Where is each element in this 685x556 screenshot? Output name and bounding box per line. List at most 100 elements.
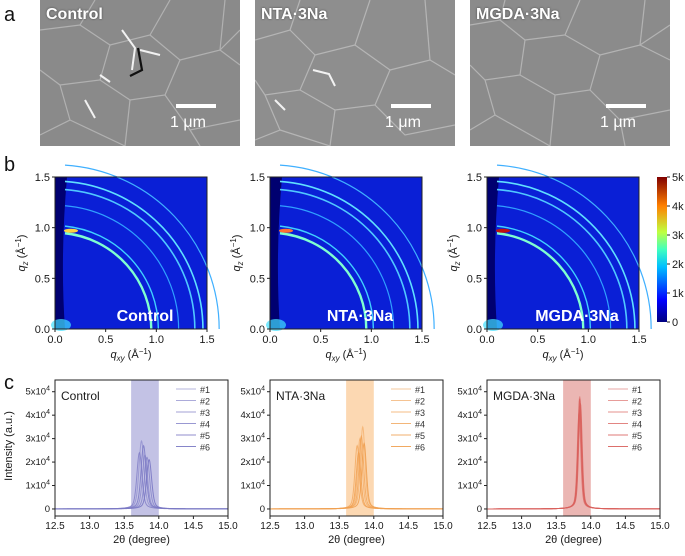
diffraction-ring: [496, 205, 612, 330]
map-frame: [54, 176, 208, 330]
y-tick-label: 0.5: [467, 273, 482, 285]
xrd-chart-1: Control #1 #2#3 #4#5 #6 5x104 4x104 3x104 2x104 1…: [25, 379, 238, 546]
diffraction-ring: [496, 225, 592, 330]
colorbar-tick-label: 4k: [672, 201, 684, 213]
x-tick-label: 1.5: [199, 334, 214, 346]
legend-entry: #6: [200, 443, 210, 453]
map-frame: [269, 176, 423, 330]
x-tick-label: 0.5: [98, 334, 113, 346]
specular-spot: [51, 319, 71, 331]
x-axis-label: 2θ (degree): [545, 534, 602, 546]
x-tick-label: 13.5: [546, 521, 566, 532]
x-tick-label: 12.5: [260, 521, 280, 532]
map-frame: [486, 176, 640, 330]
y-tick-label: 1.5: [250, 172, 265, 184]
x-tick-label: 1.5: [631, 334, 646, 346]
sem-image-mgda: MGDA·3Na 1 μm: [470, 0, 670, 146]
y-tick-label: 1.5: [467, 172, 482, 184]
xrd-curve: [487, 398, 660, 510]
sem-texture-nta: [255, 0, 455, 146]
chart-title: MGDA·3Na: [493, 389, 555, 403]
y-axis-label: qz (Å−1): [14, 235, 30, 272]
y-tick-label: 5x104: [457, 386, 482, 398]
x-tick-label: 15.0: [433, 521, 453, 532]
sem-label: Control: [46, 6, 103, 23]
chart-frame: [54, 379, 229, 517]
y-axis-label: qz (Å−1): [229, 235, 245, 272]
colorbar-tick-label: 5k: [672, 172, 684, 184]
x-tick-label: 13.5: [329, 521, 349, 532]
y-tick-label: 1x104: [25, 480, 50, 492]
x-tick-label: 12.5: [45, 521, 65, 532]
xrd-chart-3: MGDA·3Na #1 #2#3 #4#5 #6 5x104 4x104 3x104 2x104…: [457, 379, 670, 546]
y-tick-label: 2x104: [25, 456, 50, 468]
legend-entry: #4: [200, 420, 210, 430]
legend-entry: #3: [632, 408, 642, 418]
x-tick-label: 0.0: [47, 334, 62, 346]
diffraction-ring: [64, 232, 153, 330]
legend-entry: #5: [200, 431, 210, 441]
diffraction-ring: [496, 180, 636, 330]
chart-title: Control: [61, 389, 100, 403]
y-tick-label: 4x104: [25, 409, 50, 421]
colorbar-tick-label: 1k: [672, 288, 684, 300]
sem-label: MGDA·3Na: [476, 6, 560, 23]
xrd-curve: [270, 442, 443, 510]
diffraction-ring: [279, 180, 419, 330]
legend-entry: #3: [200, 408, 210, 418]
x-tick-label: 14.0: [149, 521, 169, 532]
diffraction-ring: [496, 232, 585, 330]
sem-image-control: Control 1 μm: [40, 0, 240, 146]
specular-spot: [266, 319, 286, 331]
y-tick-label: 5x104: [240, 386, 265, 398]
xrd-chart-2: NTA·3Na #1 #2#3 #4#5 #6 5x104 4x104 3x104 2x104 1…: [240, 379, 453, 546]
y-tick-label: 1.0: [250, 223, 265, 235]
x-tick-label: 1.0: [149, 334, 164, 346]
sem-image-nta: NTA·3Na 1 μm: [255, 0, 455, 146]
x-tick-label: 0.0: [479, 334, 494, 346]
x-tick-label: 1.0: [364, 334, 379, 346]
y-tick-label: 0: [477, 504, 482, 515]
y-tick-label: 2x104: [240, 456, 265, 468]
x-axis-label: 2θ (degree): [328, 534, 385, 546]
y-tick-label: 1.5: [35, 172, 50, 184]
x-tick-label: 14.0: [364, 521, 384, 532]
y-tick-label: 0: [45, 504, 50, 515]
y-tick-label: 0.0: [467, 324, 482, 336]
chart-frame: [269, 379, 444, 517]
diffraction-ring: [64, 180, 204, 330]
missing-wedge: [270, 177, 282, 329]
diffraction-ring: [279, 232, 368, 330]
intensity-hotspot: [496, 228, 510, 233]
x-axis-label: qxy (Å−1): [111, 347, 152, 363]
scale-bar: [606, 104, 646, 108]
map-label: MGDA·3Na: [535, 308, 619, 325]
colorbar-tick-label: 3k: [672, 230, 684, 242]
c-ylabel: Intensity (a.u.): [3, 411, 15, 481]
y-tick-label: 0: [260, 504, 265, 515]
diffraction-ring: [496, 164, 652, 330]
y-axis-label: qz (Å−1): [446, 235, 462, 272]
x-tick-label: 12.5: [477, 521, 497, 532]
y-tick-label: 0.5: [35, 273, 50, 285]
x-axis-label: qxy (Å−1): [543, 347, 584, 363]
colorbar-tick-label: 2k: [672, 259, 684, 271]
y-tick-label: 4x104: [240, 409, 265, 421]
legend-entry: #5: [632, 431, 642, 441]
missing-wedge: [55, 177, 67, 329]
diffraction-ring: [279, 188, 411, 330]
legend-entry: #2: [415, 397, 425, 407]
x-tick-label: 0.5: [530, 334, 545, 346]
x-tick-label: 13.0: [512, 521, 532, 532]
map-label: Control: [117, 308, 174, 325]
sem-label: NTA·3Na: [261, 6, 328, 23]
legend-entry: #6: [632, 443, 642, 453]
x-tick-label: 0.0: [262, 334, 277, 346]
map-background: [487, 177, 639, 329]
x-tick-label: 13.0: [295, 521, 315, 532]
diffraction-ring: [64, 225, 160, 330]
diffraction-ring: [279, 225, 375, 330]
diffraction-ring: [64, 188, 196, 330]
scale-bar-label: 1 μm: [170, 114, 206, 131]
scale-bar: [391, 104, 431, 108]
